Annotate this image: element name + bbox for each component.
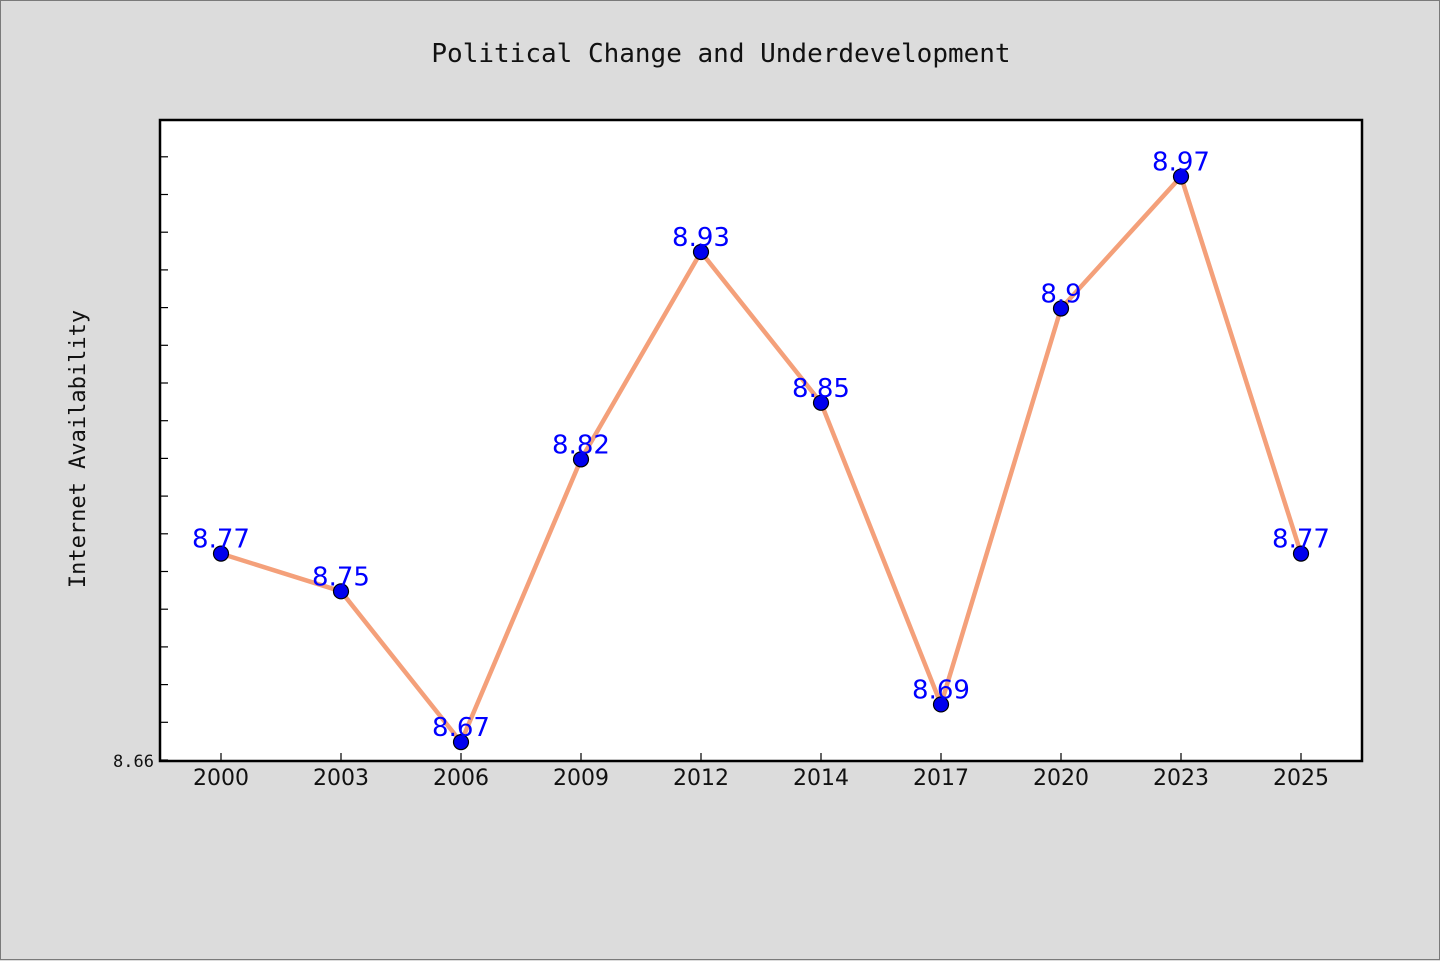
x-tick-label: 2025: [1273, 766, 1329, 791]
plot-area: [158, 118, 1364, 763]
data-label: 8.75: [312, 562, 370, 592]
y-axis-label: Internet Availability: [66, 310, 91, 588]
data-label: 8.93: [672, 223, 730, 253]
data-label: 8.77: [1272, 525, 1330, 555]
x-axis-ticks: 2000 2003 2006 2009 2012 2014 2017 2020 2023 2025: [193, 753, 1329, 791]
data-labels: 8.77 8.75 8.67 8.82 8.93 8.85 8.69 8.9 8.97 8.77: [192, 148, 1330, 744]
data-label: 8.97: [1152, 148, 1210, 178]
data-label: 8.85: [792, 374, 850, 404]
data-point: [932, 696, 950, 713]
data-point: [692, 243, 710, 261]
x-tick-label: 2014: [793, 766, 849, 791]
data-point: [332, 583, 350, 600]
data-label: 8.82: [552, 430, 610, 460]
data-point: [452, 734, 470, 751]
data-point: [1172, 168, 1190, 185]
x-tick-label: 2006: [433, 766, 489, 791]
x-tick-label: 2000: [193, 766, 249, 791]
data-point: [1292, 545, 1310, 562]
data-points: [212, 168, 1310, 751]
data-point: [812, 394, 830, 411]
data-point: [572, 451, 590, 468]
x-tick-label: 2023: [1153, 766, 1209, 791]
series-line: [220, 174, 1304, 745]
data-point: [1052, 300, 1070, 317]
x-tick-label: 2012: [673, 766, 729, 791]
data-label: 8.77: [192, 525, 250, 555]
data-label: 8.9: [1040, 280, 1081, 310]
y-axis-ticks: 8.66: [113, 156, 168, 772]
data-point: [212, 545, 230, 562]
data-label: 8.69: [912, 675, 970, 705]
x-tick-label: 2009: [553, 766, 609, 791]
data-label: 8.67: [432, 713, 490, 743]
y-tick-label: 8.66: [113, 752, 154, 772]
chart-title: Political Change and Underdevelopment: [431, 39, 1010, 69]
x-tick-label: 2020: [1033, 766, 1089, 791]
x-tick-label: 2017: [913, 766, 969, 791]
x-tick-label: 2003: [313, 766, 369, 791]
